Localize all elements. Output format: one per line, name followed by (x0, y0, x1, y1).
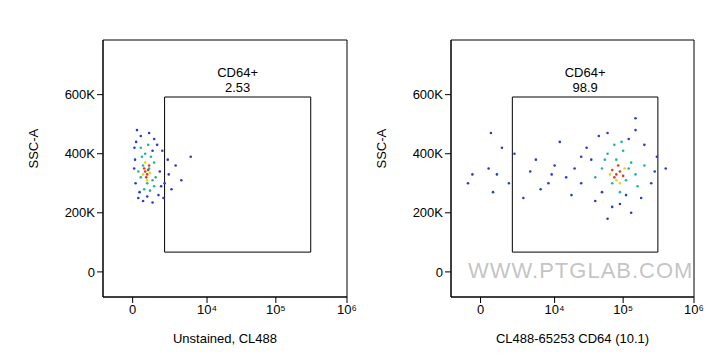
svg-text:400K: 400K (413, 146, 444, 161)
svg-text:2.53: 2.53 (225, 80, 250, 95)
svg-text:SSC-A: SSC-A (374, 128, 389, 168)
svg-text:0: 0 (88, 265, 95, 280)
svg-text:600K: 600K (65, 87, 96, 102)
svg-text:Unstained, CL488: Unstained, CL488 (173, 331, 277, 346)
svg-text:10⁴: 10⁴ (545, 302, 565, 317)
svg-text:10⁶: 10⁶ (684, 302, 704, 317)
svg-text:CD64+: CD64+ (565, 65, 606, 80)
svg-text:0: 0 (436, 265, 443, 280)
svg-text:10⁴: 10⁴ (197, 302, 217, 317)
svg-text:0: 0 (477, 302, 484, 317)
svg-text:10⁵: 10⁵ (613, 302, 633, 317)
svg-text:200K: 200K (413, 205, 444, 220)
svg-text:0: 0 (129, 302, 136, 317)
svg-text:10⁶: 10⁶ (337, 302, 357, 317)
svg-text:SSC-A: SSC-A (26, 128, 41, 168)
svg-text:98.9: 98.9 (572, 80, 597, 95)
svg-text:400K: 400K (65, 146, 96, 161)
html-text:WWW.PTGLAB.COM: WWW.PTGLAB.COM (468, 258, 694, 283)
svg-text:600K: 600K (413, 87, 444, 102)
svg-text:CL488-65253 CD64 (10.1): CL488-65253 CD64 (10.1) (496, 331, 649, 346)
svg-text:10⁵: 10⁵ (266, 302, 286, 317)
svg-text:200K: 200K (65, 205, 96, 220)
svg-text:CD64+: CD64+ (217, 65, 258, 80)
